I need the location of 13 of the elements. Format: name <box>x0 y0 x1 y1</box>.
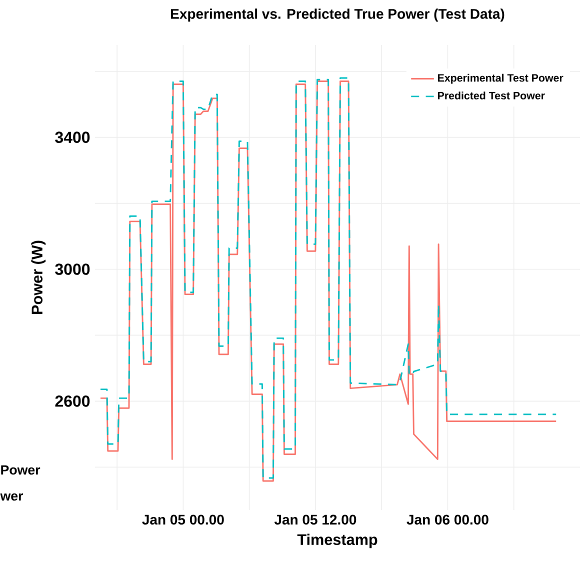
y-tick-label: 3400 <box>55 132 90 144</box>
x-tick-label: Jan 05 12.00 <box>274 514 356 525</box>
legend-label: Predicted Test Power <box>438 92 545 100</box>
y-tick-label: 3000 <box>55 264 90 275</box>
chart-title: Experimental vs. Predicted True Power (Test Data) <box>171 8 504 22</box>
y-axis-title: Power (W) <box>31 240 46 314</box>
y-tick-label: 2600 <box>55 396 90 407</box>
x-axis-title: Timestamp <box>297 534 378 548</box>
text: Power <box>1 465 40 475</box>
x-tick-label: Jan 06 00.00 <box>406 514 488 525</box>
legend-label: Experimental Test Power <box>438 74 564 84</box>
x-tick-label: Jan 05 00.00 <box>142 514 224 525</box>
text: wer <box>0 493 24 501</box>
